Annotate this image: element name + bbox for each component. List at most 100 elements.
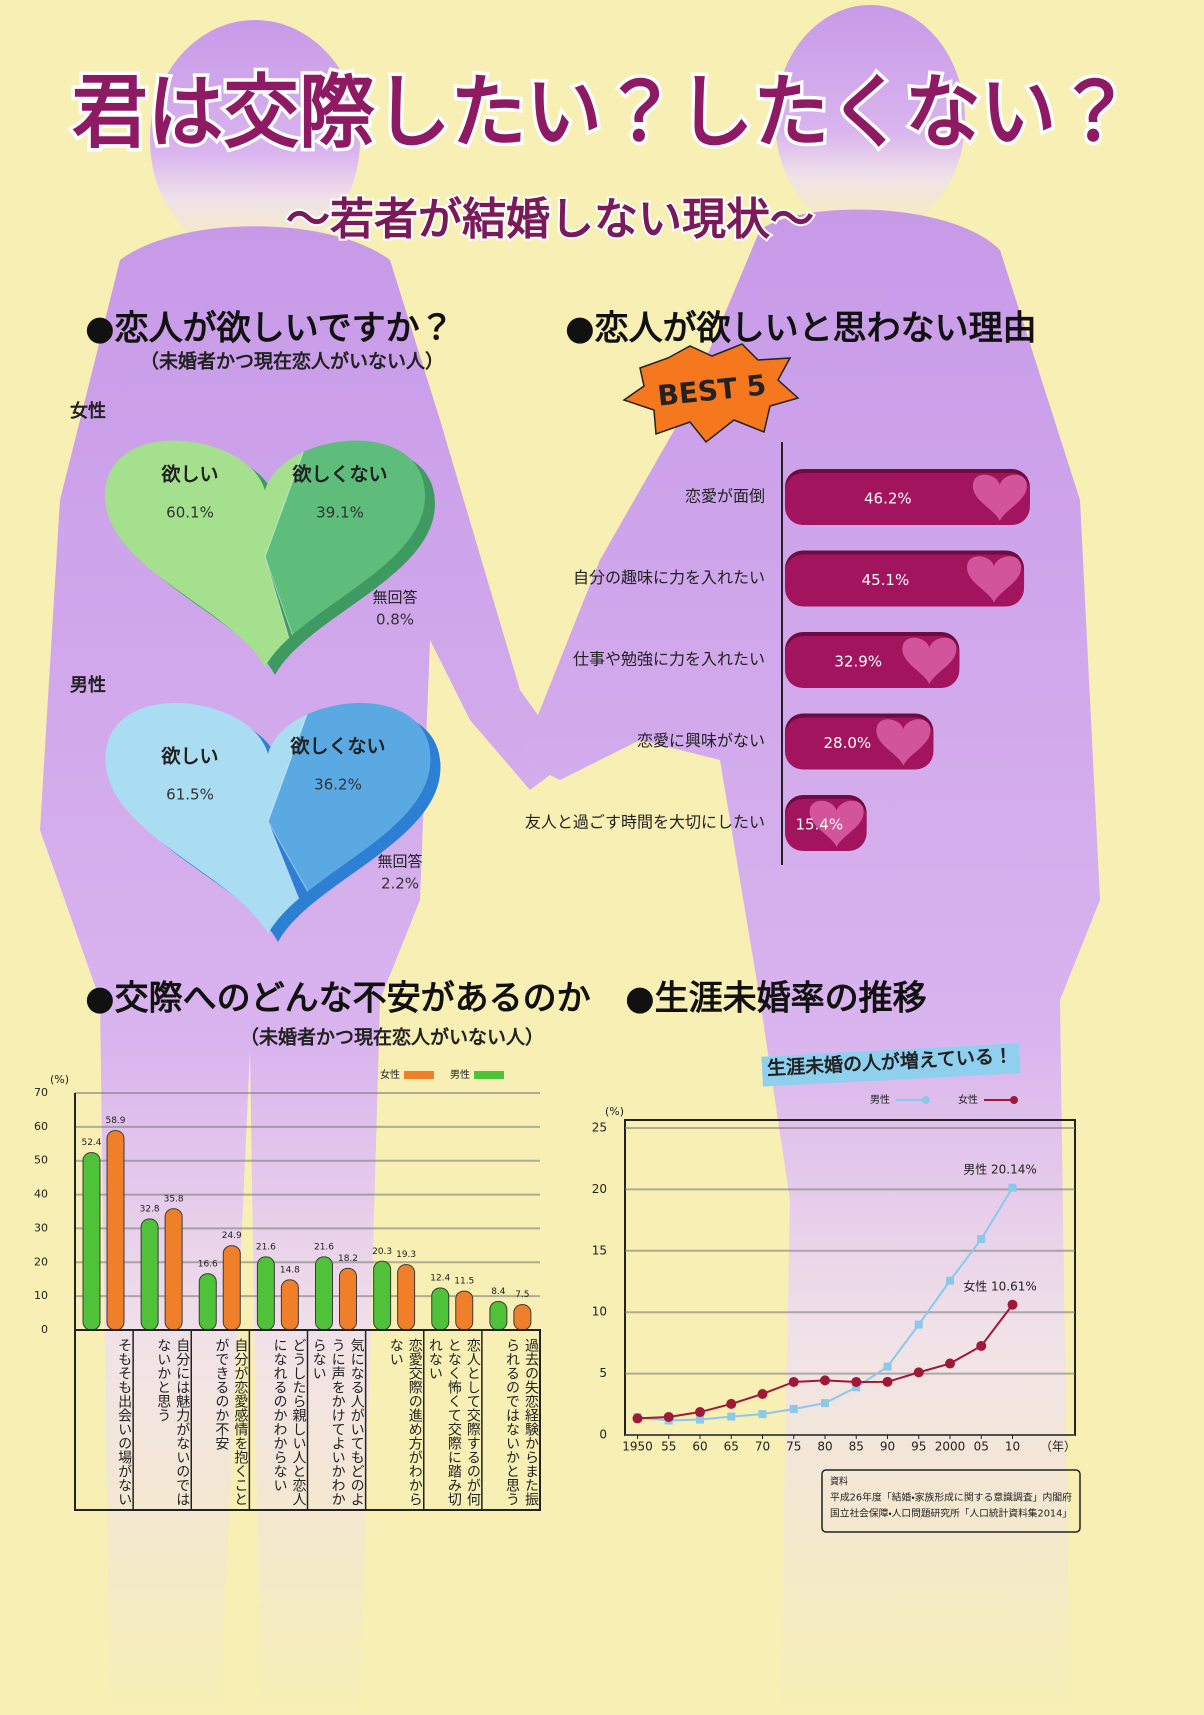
x-tick-label: 70 bbox=[755, 1440, 770, 1454]
y-tick-label: 20 bbox=[34, 1255, 48, 1268]
bar-value-label: 32.9% bbox=[834, 653, 882, 671]
category-label: 過去の失恋経験からまた振られるのではないかと思う bbox=[504, 1338, 539, 1506]
bar bbox=[106, 1130, 125, 1331]
x-tick-label: 60 bbox=[692, 1440, 707, 1454]
bar-heart bbox=[972, 474, 1027, 521]
legend-swatch bbox=[474, 1071, 504, 1079]
bar bbox=[397, 1264, 416, 1331]
y-tick-label: 5 bbox=[599, 1366, 607, 1380]
bar-value-label: 18.2 bbox=[338, 1254, 358, 1264]
annotation: 男性 20.14% bbox=[963, 1163, 1037, 1177]
slice-name: 欲しい bbox=[160, 745, 218, 768]
bar-value-label: 52.4 bbox=[81, 1138, 101, 1148]
slice-name: 欲しくない bbox=[289, 735, 385, 758]
y-tick-label: 20 bbox=[592, 1182, 607, 1196]
x-tick-label: 10 bbox=[1005, 1440, 1020, 1454]
bar bbox=[431, 1287, 450, 1331]
category-label: 仕事や勉強に力を入れたい bbox=[573, 650, 765, 669]
bar bbox=[140, 1218, 159, 1331]
bar-value-label: 35.8 bbox=[164, 1194, 184, 1204]
point bbox=[757, 1388, 768, 1399]
bar-heart bbox=[902, 637, 957, 684]
bar-value-label: 19.3 bbox=[396, 1250, 416, 1260]
point bbox=[913, 1367, 924, 1378]
slice-name: 欲しくない bbox=[291, 463, 387, 486]
slice-value-label: 0.8% bbox=[376, 611, 414, 629]
slice-value-label: 36.2% bbox=[314, 776, 362, 794]
slice-name: 欲しい bbox=[160, 463, 218, 486]
y-axis-label: (%) bbox=[605, 1105, 624, 1118]
section-title: ●恋人が欲しいと思わない理由 bbox=[565, 309, 1037, 349]
category-label: 自分が恋愛感情を抱くことができるのか不安 bbox=[213, 1338, 249, 1506]
bar-value-label: 58.9 bbox=[105, 1116, 125, 1126]
pie-slice bbox=[105, 440, 376, 667]
x-tick-label: 05 bbox=[974, 1440, 989, 1454]
y-axis-label: (%) bbox=[50, 1073, 69, 1086]
right-head bbox=[775, 5, 965, 235]
category-label: どうしたら親しい人と恋人になれるのかわからない bbox=[271, 1338, 307, 1506]
x-tick-label: 95 bbox=[911, 1440, 926, 1454]
bar-value-label: 46.2% bbox=[864, 490, 912, 508]
bar bbox=[455, 1290, 474, 1331]
x-tick-label: 75 bbox=[786, 1440, 801, 1454]
legend-swatch bbox=[404, 1071, 434, 1079]
bar-value-label: 7.5 bbox=[515, 1290, 529, 1300]
category-label: 恋愛に興味がない bbox=[637, 731, 765, 750]
pie-label: 女性 bbox=[70, 400, 106, 422]
bar bbox=[164, 1208, 183, 1331]
x-tick-label: 2000 bbox=[935, 1440, 966, 1454]
category-label: 気になる人がいてもどのように声をかけてよいかわからない bbox=[310, 1338, 365, 1506]
pie-slice bbox=[264, 556, 372, 667]
x-tick-label: 65 bbox=[724, 1440, 739, 1454]
right-body bbox=[520, 209, 1100, 1715]
legend-marker bbox=[922, 1096, 930, 1104]
point bbox=[914, 1320, 923, 1329]
y-tick-label: 10 bbox=[592, 1305, 607, 1319]
pie-slice bbox=[105, 702, 389, 934]
legend-marker bbox=[1010, 1096, 1018, 1104]
bar bbox=[373, 1260, 392, 1331]
point bbox=[696, 1415, 704, 1424]
y-tick-label: 15 bbox=[592, 1243, 607, 1257]
left-head bbox=[150, 20, 360, 260]
bar bbox=[785, 554, 1025, 607]
point bbox=[976, 1340, 987, 1351]
category-label: 友人と過ごす時間を大切にしたい bbox=[525, 813, 765, 832]
bar-heart bbox=[967, 556, 1022, 603]
legend-label: 女性 bbox=[380, 1068, 400, 1081]
legend-label: 男性 bbox=[870, 1093, 890, 1106]
category-label: 自分の趣味に力を入れたい bbox=[573, 568, 765, 587]
bar-value-label: 11.5 bbox=[454, 1277, 474, 1287]
category-box bbox=[74, 1329, 541, 1511]
point bbox=[882, 1376, 893, 1387]
category-label: 恋愛交際の進め方がわからない bbox=[387, 1338, 423, 1506]
y-tick-label: 60 bbox=[34, 1120, 48, 1133]
point bbox=[727, 1412, 736, 1421]
legend-label: 男性 bbox=[450, 1068, 470, 1081]
category-label: 自分には魅力がないのではないかと思う bbox=[155, 1338, 191, 1506]
bar bbox=[280, 1279, 299, 1331]
point bbox=[788, 1376, 799, 1387]
bar-heart bbox=[809, 800, 864, 847]
bar-value-label: 28.0% bbox=[823, 734, 871, 752]
point bbox=[821, 1399, 829, 1408]
bar bbox=[256, 1256, 275, 1331]
bar-heart bbox=[876, 719, 931, 766]
category-label: 恋人として交際するのが何となく怖くて交際に踏み切れない bbox=[426, 1338, 481, 1506]
bar-value-label: 12.4 bbox=[430, 1274, 450, 1284]
x-tick-label: 55 bbox=[661, 1440, 676, 1454]
point bbox=[946, 1276, 954, 1285]
x-tick-label: 1950 bbox=[622, 1440, 653, 1454]
bar bbox=[513, 1304, 532, 1331]
point bbox=[726, 1398, 737, 1409]
slice-name: 無回答 bbox=[377, 853, 422, 871]
bar-value-label: 32.8 bbox=[140, 1204, 160, 1214]
bar-value-label: 21.6 bbox=[314, 1242, 334, 1252]
point bbox=[945, 1358, 955, 1369]
source-text: 平成26年度「結婚・家族形成に関する意識調査」内閣府 bbox=[830, 1492, 1073, 1504]
point bbox=[852, 1383, 861, 1392]
legend-label: 女性 bbox=[958, 1093, 978, 1106]
point bbox=[758, 1410, 767, 1419]
